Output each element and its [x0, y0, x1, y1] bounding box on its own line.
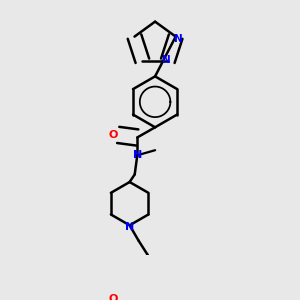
Text: O: O	[109, 130, 118, 140]
Text: N: N	[174, 34, 183, 44]
Text: N: N	[133, 150, 142, 160]
Text: O: O	[109, 294, 118, 300]
Text: N: N	[162, 55, 171, 64]
Text: N: N	[125, 222, 134, 232]
